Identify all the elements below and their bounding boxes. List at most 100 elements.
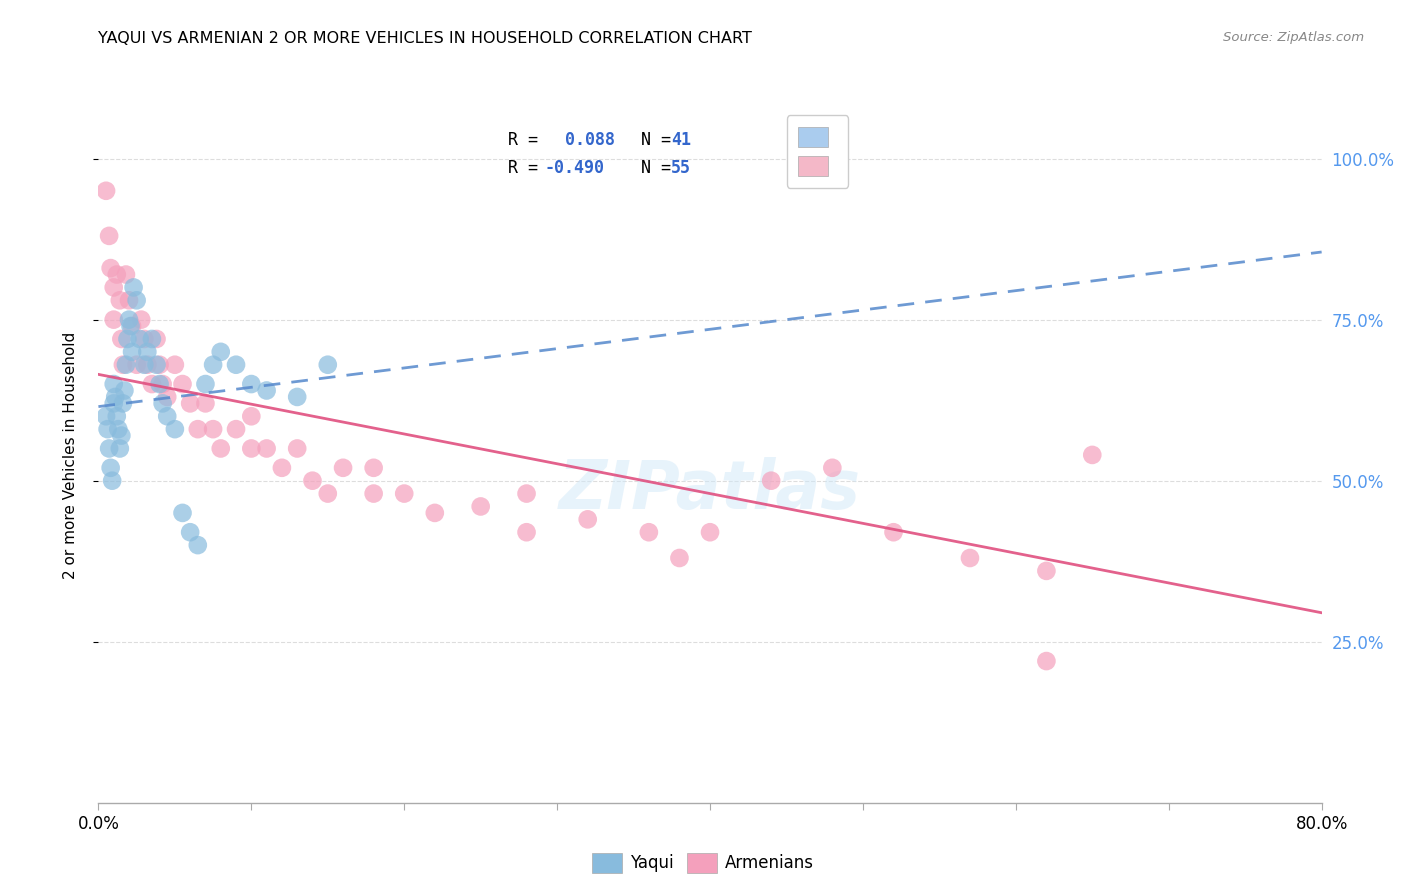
Point <box>209 442 232 456</box>
Point <box>1035 564 1057 578</box>
Point <box>883 525 905 540</box>
Point <box>179 396 201 410</box>
Point <box>202 358 225 372</box>
Text: N =: N = <box>620 131 681 149</box>
Point <box>332 460 354 475</box>
Point <box>145 332 167 346</box>
Point <box>108 442 131 456</box>
Point <box>117 332 139 346</box>
Point <box>145 358 167 372</box>
Point <box>134 332 156 346</box>
Point <box>1035 654 1057 668</box>
Point <box>110 428 132 442</box>
Text: ZIPatlas: ZIPatlas <box>560 457 860 523</box>
Point <box>516 486 538 500</box>
Point <box>103 377 125 392</box>
Point <box>105 409 128 424</box>
Point <box>101 474 124 488</box>
Point <box>129 312 152 326</box>
Point <box>100 460 122 475</box>
Point <box>98 228 121 243</box>
Point <box>240 377 263 392</box>
Point <box>194 377 217 392</box>
Point <box>120 319 142 334</box>
Point <box>103 280 125 294</box>
Point <box>187 422 209 436</box>
Text: 41: 41 <box>671 131 690 149</box>
Point <box>285 390 308 404</box>
Point <box>134 358 156 372</box>
Point <box>202 422 225 436</box>
Point <box>637 525 661 540</box>
Point <box>194 396 217 410</box>
Point <box>225 422 247 436</box>
Point <box>179 525 201 540</box>
Point <box>136 358 159 372</box>
Legend: Yaqui, Armenians: Yaqui, Armenians <box>585 847 821 880</box>
Point <box>821 460 844 475</box>
Point <box>316 358 339 372</box>
Text: N =: N = <box>620 159 681 178</box>
Point <box>111 358 134 372</box>
Point <box>172 377 194 392</box>
Point <box>152 396 174 410</box>
Point <box>115 268 138 282</box>
Point <box>115 358 138 372</box>
Point <box>240 442 263 456</box>
Point <box>240 409 263 424</box>
Point <box>94 409 117 424</box>
Point <box>363 486 385 500</box>
Point <box>97 422 120 436</box>
Text: Source: ZipAtlas.com: Source: ZipAtlas.com <box>1223 31 1364 45</box>
Point <box>121 344 143 359</box>
Point <box>392 486 416 500</box>
Point <box>108 293 131 308</box>
Point <box>118 312 141 326</box>
Point <box>125 358 148 372</box>
Text: -0.490: -0.490 <box>546 159 605 178</box>
Text: YAQUI VS ARMENIAN 2 OR MORE VEHICLES IN HOUSEHOLD CORRELATION CHART: YAQUI VS ARMENIAN 2 OR MORE VEHICLES IN … <box>98 31 752 46</box>
Text: 0.088: 0.088 <box>555 131 614 149</box>
Point <box>107 422 129 436</box>
Point <box>423 506 446 520</box>
Point <box>163 358 186 372</box>
Point <box>699 525 721 540</box>
Point <box>156 390 179 404</box>
Point <box>111 396 134 410</box>
Point <box>141 377 163 392</box>
Point <box>187 538 209 552</box>
Point <box>121 319 143 334</box>
Point <box>256 384 278 398</box>
Y-axis label: 2 or more Vehicles in Household: 2 or more Vehicles in Household <box>63 331 77 579</box>
Point <box>103 312 125 326</box>
Point <box>576 512 599 526</box>
Text: R =: R = <box>508 159 548 178</box>
Text: R =: R = <box>508 131 548 149</box>
Point <box>516 525 538 540</box>
Point <box>209 344 232 359</box>
Point <box>128 332 150 346</box>
Point <box>112 384 135 398</box>
Point <box>285 442 308 456</box>
Point <box>118 293 141 308</box>
Point <box>136 344 159 359</box>
Point <box>316 486 339 500</box>
Point <box>104 390 127 404</box>
Point <box>149 377 172 392</box>
Text: 55: 55 <box>671 159 690 178</box>
Point <box>156 409 179 424</box>
Point <box>363 460 385 475</box>
Point <box>105 268 128 282</box>
Point <box>668 551 690 566</box>
Point <box>301 474 323 488</box>
Point <box>152 377 174 392</box>
Point <box>256 442 278 456</box>
Point <box>163 422 186 436</box>
Point <box>141 332 163 346</box>
Point <box>122 280 145 294</box>
Point <box>125 293 148 308</box>
Point <box>103 396 125 410</box>
Legend: , : , <box>787 115 848 187</box>
Point <box>1081 448 1104 462</box>
Point <box>149 358 172 372</box>
